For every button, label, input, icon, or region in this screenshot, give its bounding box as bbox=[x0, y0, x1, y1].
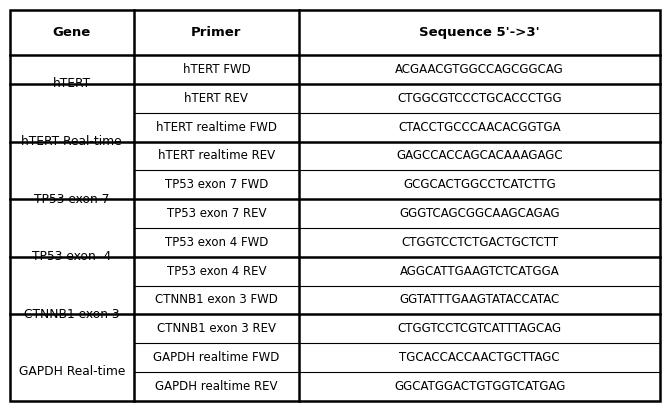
Text: hTERT realtime FWD: hTERT realtime FWD bbox=[156, 121, 277, 134]
Text: GAGCCACCAGCACAAAGAGC: GAGCCACCAGCACAAAGAGC bbox=[396, 150, 563, 162]
Text: TP53 exon  4: TP53 exon 4 bbox=[32, 250, 111, 263]
Text: GAPDH realtime FWD: GAPDH realtime FWD bbox=[153, 351, 279, 364]
Text: CTGGTCCTCTGACTGCTCTT: CTGGTCCTCTGACTGCTCTT bbox=[401, 236, 558, 249]
Text: CTGGTCCTCGTCATTTAGCAG: CTGGTCCTCGTCATTTAGCAG bbox=[397, 322, 561, 335]
Text: hTERT: hTERT bbox=[53, 77, 91, 90]
Text: TGCACCACCAACTGCTTAGC: TGCACCACCAACTGCTTAGC bbox=[399, 351, 560, 364]
Text: GAPDH Real-time: GAPDH Real-time bbox=[19, 365, 125, 379]
Text: TP53 exon 7 FWD: TP53 exon 7 FWD bbox=[165, 178, 268, 191]
Text: hTERT Real-time: hTERT Real-time bbox=[21, 135, 122, 148]
Text: GAPDH realtime REV: GAPDH realtime REV bbox=[155, 380, 277, 393]
Text: CTNNB1 exon 3 REV: CTNNB1 exon 3 REV bbox=[157, 322, 276, 335]
Text: TP53 exon 4 FWD: TP53 exon 4 FWD bbox=[165, 236, 268, 249]
Text: GGTATTTGAAGTATACCATAC: GGTATTTGAAGTATACCATAC bbox=[399, 293, 559, 307]
Text: Gene: Gene bbox=[53, 26, 91, 39]
Text: GGCATGGACTGTGGTCATGAG: GGCATGGACTGTGGTCATGAG bbox=[394, 380, 565, 393]
Text: CTACCTGCCCAACACGGTGA: CTACCTGCCCAACACGGTGA bbox=[398, 121, 561, 134]
Text: AGGCATTGAAGTCTCATGGA: AGGCATTGAAGTCTCATGGA bbox=[400, 265, 559, 278]
Text: GCGCACTGGCCTCATCTTG: GCGCACTGGCCTCATCTTG bbox=[403, 178, 556, 191]
Text: Sequence 5'->3': Sequence 5'->3' bbox=[419, 26, 540, 39]
Text: TP53 exon 7 REV: TP53 exon 7 REV bbox=[167, 207, 266, 220]
Text: TP53 exon 4 REV: TP53 exon 4 REV bbox=[167, 265, 266, 278]
Text: CTNNB1 exon 3: CTNNB1 exon 3 bbox=[24, 308, 120, 321]
Text: TP53 exon 7: TP53 exon 7 bbox=[34, 193, 109, 206]
Text: Primer: Primer bbox=[191, 26, 242, 39]
Text: CTNNB1 exon 3 FWD: CTNNB1 exon 3 FWD bbox=[155, 293, 278, 307]
Text: GGGTCAGCGGCAAGCAGAG: GGGTCAGCGGCAAGCAGAG bbox=[399, 207, 560, 220]
Text: ACGAACGTGGCCAGCGGCAG: ACGAACGTGGCCAGCGGCAG bbox=[395, 63, 564, 76]
Text: hTERT FWD: hTERT FWD bbox=[182, 63, 251, 76]
Text: CTGGCGTCCCTGCACCCTGG: CTGGCGTCCCTGCACCCTGG bbox=[397, 92, 562, 105]
Text: hTERT realtime REV: hTERT realtime REV bbox=[158, 150, 275, 162]
Text: hTERT REV: hTERT REV bbox=[184, 92, 249, 105]
